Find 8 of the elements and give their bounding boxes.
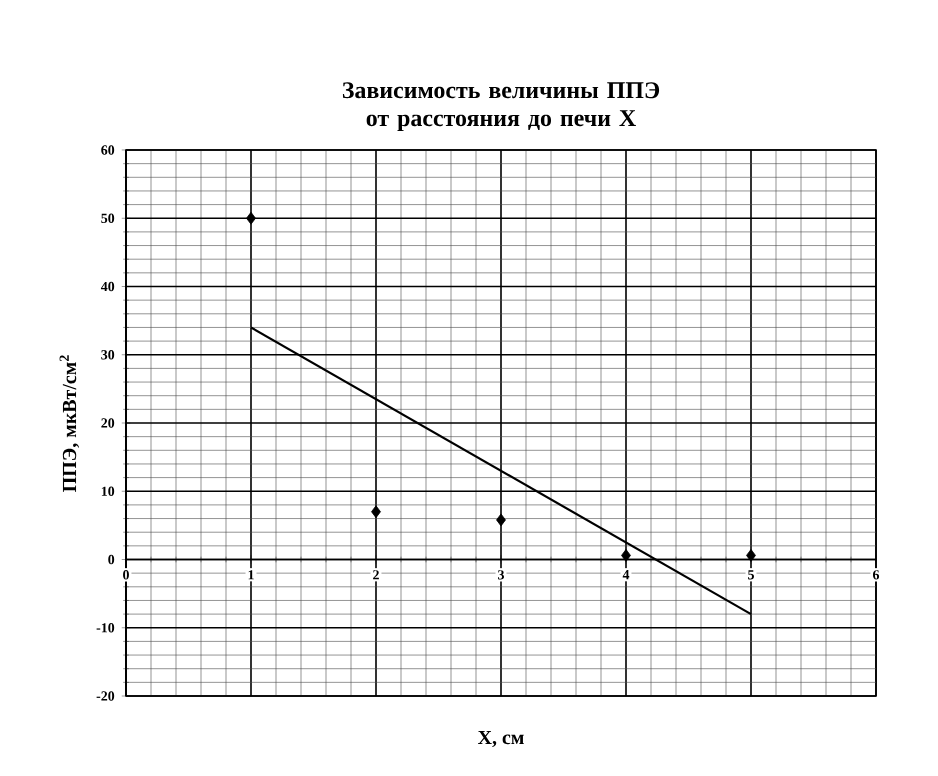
point	[746, 549, 756, 562]
y-axis-title: ППЭ, мкВт/см$^{2}$	[59, 355, 80, 492]
point	[621, 549, 631, 562]
chart-title: Зависимость величины ППЭ от расстояния до печи X	[342, 82, 660, 131]
point	[371, 505, 381, 519]
x-axis-title: X, см	[477, 730, 524, 748]
point	[496, 513, 506, 527]
point	[246, 211, 256, 225]
